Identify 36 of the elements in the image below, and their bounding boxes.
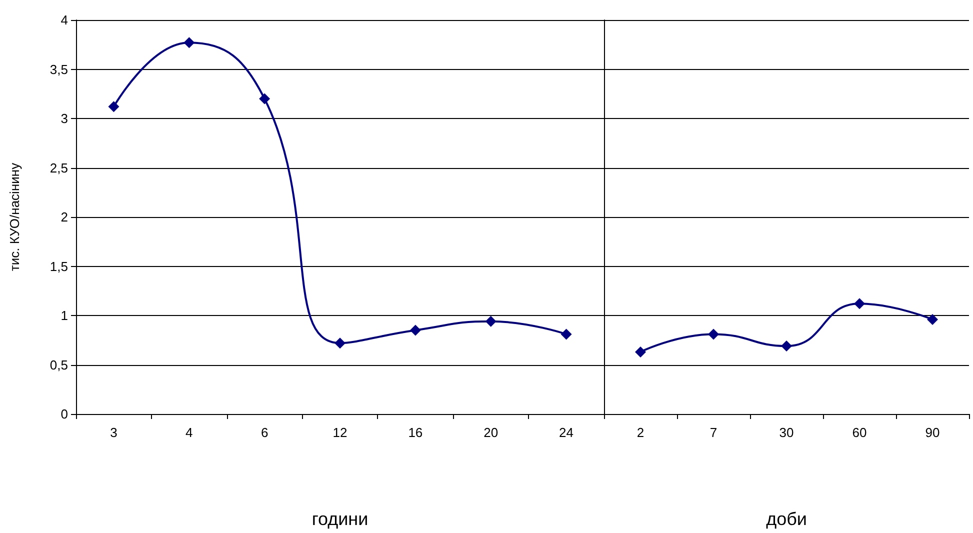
point bbox=[927, 314, 938, 325]
point bbox=[184, 37, 195, 48]
x-tick-label: 4 bbox=[186, 425, 193, 440]
y-tick-label: 3 bbox=[60, 111, 68, 126]
x-tick-label: 12 bbox=[332, 425, 348, 440]
x-tick-label: 2 bbox=[636, 425, 644, 440]
point bbox=[708, 328, 719, 340]
y-tick-label: 0 bbox=[60, 406, 68, 422]
y-tick-label: 2,5 bbox=[50, 160, 68, 176]
y-axis-title: тис. КУО/насінину bbox=[7, 162, 22, 272]
y-tick-label: 1 bbox=[60, 308, 68, 323]
point bbox=[410, 324, 421, 336]
y-tick-label: 3,5 bbox=[50, 62, 68, 77]
y-tick-label: 4 bbox=[60, 12, 68, 28]
x-axis-title: доби bbox=[766, 509, 807, 529]
y-tick-label: 0,5 bbox=[50, 357, 68, 372]
point bbox=[259, 93, 270, 104]
x-tick-label: 6 bbox=[260, 425, 268, 440]
x-tick-label: 7 bbox=[710, 425, 718, 440]
x-tick-label: 3 bbox=[110, 425, 118, 440]
y-tick-label: 1,5 bbox=[50, 258, 68, 274]
x-tick-label: 30 bbox=[779, 425, 794, 440]
x-tick-label: 60 bbox=[852, 425, 867, 440]
x-axis-title: години bbox=[312, 509, 368, 529]
y-tick-label: 2 bbox=[60, 210, 68, 224]
point bbox=[560, 328, 572, 340]
point bbox=[108, 101, 120, 112]
point bbox=[635, 346, 646, 358]
point bbox=[781, 340, 792, 352]
x-tick-label: 16 bbox=[408, 425, 423, 440]
x-tick-label: 90 bbox=[925, 425, 940, 440]
point bbox=[854, 298, 865, 310]
point bbox=[334, 338, 346, 349]
x-tick-label: 20 bbox=[484, 425, 498, 440]
point bbox=[485, 316, 496, 327]
x-tick-label: 24 bbox=[559, 425, 574, 440]
